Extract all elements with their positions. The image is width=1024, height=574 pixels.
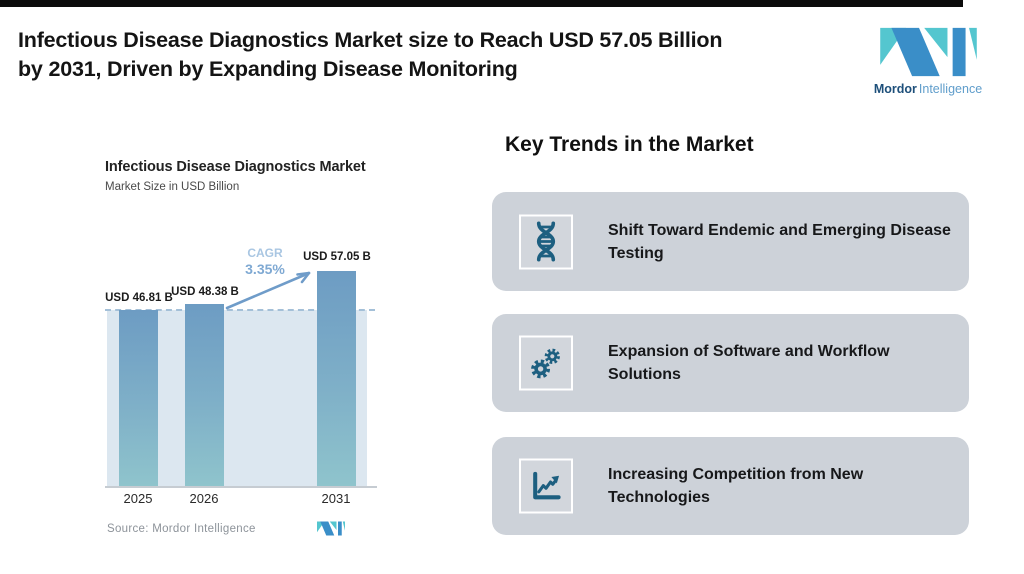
cagr-annotation: CAGR 3.35%	[220, 246, 310, 277]
chart-title: Infectious Disease Diagnostics Market	[105, 159, 366, 175]
reference-dashed-line	[105, 309, 375, 311]
trend-icon-box	[519, 214, 573, 269]
x-tick-2026: 2026	[189, 491, 219, 506]
trend-text: Expansion of Software and Workflow Solut…	[608, 342, 890, 383]
mordor-intelligence-small-mark-icon	[317, 521, 345, 536]
trend-text: Shift Toward Endemic and Emerging Diseas…	[608, 221, 951, 262]
trend-card-new-technologies: Increasing Competition from New Technolo…	[492, 437, 969, 535]
bar-value-2026: USD 48.38 B	[171, 286, 239, 298]
dna-icon	[536, 221, 556, 262]
brand-name-bold: Mordor	[873, 82, 917, 96]
trend-icon-box	[519, 335, 573, 391]
source-row: Source: Mordor Intelligence	[107, 521, 375, 541]
bar-2026	[185, 304, 224, 487]
brand-logo: Mordor Intelligence	[860, 27, 996, 96]
bar-chart: USD 46.81 B USD 48.38 B USD 57.05 B CAGR…	[105, 240, 377, 506]
x-tick-2025: 2025	[123, 491, 153, 506]
source-text: Source: Mordor Intelligence	[107, 523, 256, 535]
trend-text: Increasing Competition from New Technolo…	[608, 465, 864, 506]
page-title-line2: by 2031, Driven by Expanding Disease Mon…	[18, 56, 518, 81]
x-axis-line	[105, 486, 377, 488]
cagr-label: CAGR	[247, 246, 283, 260]
bar-value-2031: USD 57.05 B	[303, 251, 371, 263]
top-accent-bar	[0, 0, 963, 7]
trend-card-endemic-testing: Shift Toward Endemic and Emerging Diseas…	[492, 192, 969, 291]
cagr-value: 3.35%	[245, 260, 285, 277]
trends-heading: Key Trends in the Market	[505, 133, 754, 156]
bar-value-2025: USD 46.81 B	[105, 292, 173, 304]
brand-name-light: Intelligence	[918, 82, 983, 96]
page-title: Infectious Disease Diagnostics Market si…	[18, 26, 868, 83]
chart-subtitle: Market Size in USD Billion	[105, 181, 240, 193]
bar-2025	[119, 310, 158, 487]
mordor-intelligence-mark-icon	[879, 27, 977, 77]
page-title-line1: Infectious Disease Diagnostics Market si…	[18, 28, 723, 52]
trend-card-software-workflow: Expansion of Software and Workflow Solut…	[492, 314, 969, 412]
x-tick-2031: 2031	[321, 491, 351, 506]
brand-name: Mordor Intelligence	[860, 82, 996, 96]
line-chart-icon	[533, 471, 561, 499]
bar-2031	[317, 271, 356, 487]
gears-icon	[531, 348, 560, 378]
growth-arrow-icon	[225, 271, 311, 310]
trend-icon-box	[519, 458, 573, 514]
